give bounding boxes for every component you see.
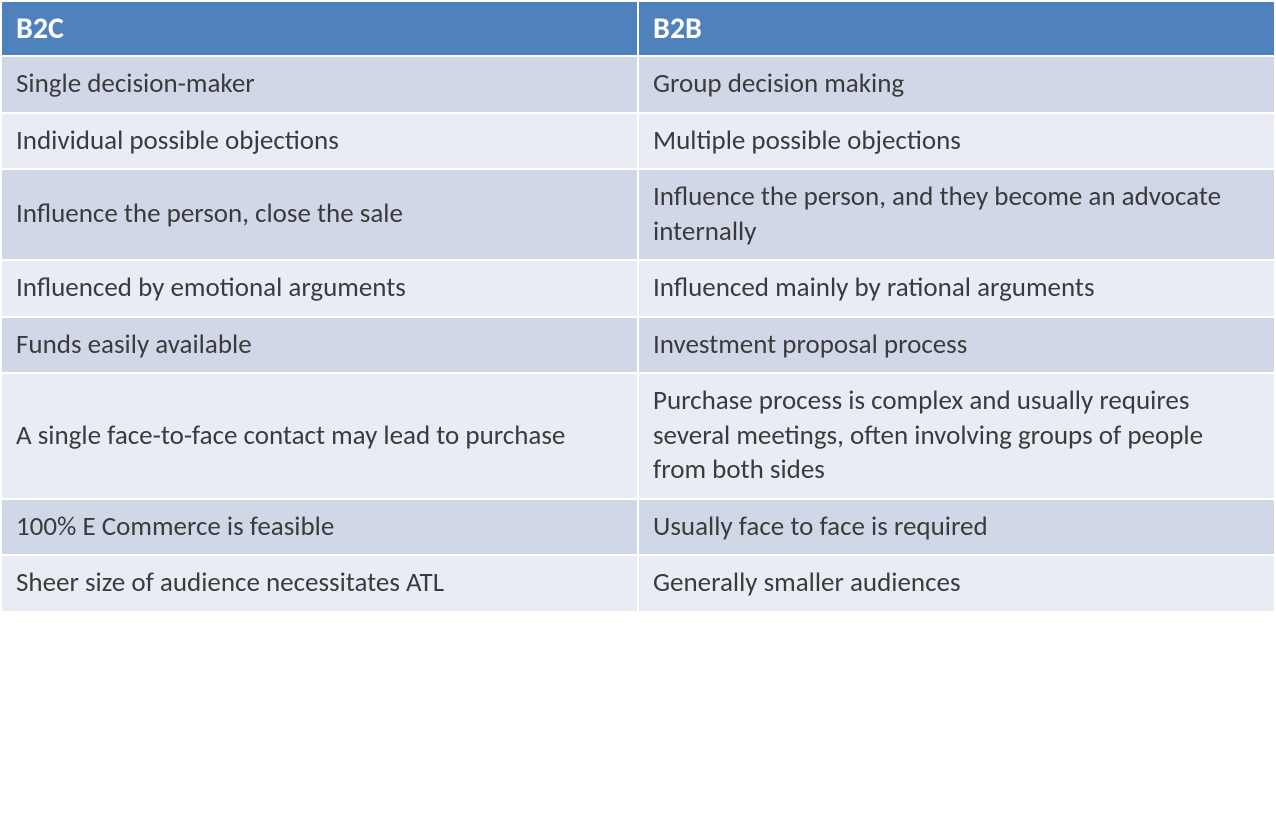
cell-b2c: Influenced by emotional arguments <box>1 260 638 317</box>
table-row: Influenced by emotional argumentsInfluen… <box>1 260 1275 317</box>
table-row: 100% E Commerce is feasibleUsually face … <box>1 499 1275 556</box>
cell-b2b: Purchase process is complex and usually … <box>638 373 1275 499</box>
cell-b2c: Single decision-maker <box>1 56 638 113</box>
comparison-table: B2C B2B Single decision-makerGroup decis… <box>0 0 1276 613</box>
table-row: Sheer size of audience necessitates ATLG… <box>1 555 1275 612</box>
table-row: Funds easily availableInvestment proposa… <box>1 317 1275 374</box>
cell-b2c: 100% E Commerce is feasible <box>1 499 638 556</box>
cell-b2c: Influence the person, close the sale <box>1 169 638 260</box>
table-header-row: B2C B2B <box>1 1 1275 56</box>
column-header-b2b: B2B <box>638 1 1275 56</box>
cell-b2b: Multiple possible objections <box>638 113 1275 170</box>
table-body: Single decision-makerGroup decision maki… <box>1 56 1275 612</box>
cell-b2b: Group decision making <box>638 56 1275 113</box>
table-row: Individual possible objectionsMultiple p… <box>1 113 1275 170</box>
cell-b2b: Influence the person, and they become an… <box>638 169 1275 260</box>
cell-b2c: Funds easily available <box>1 317 638 374</box>
cell-b2c: A single face-to-face contact may lead t… <box>1 373 638 499</box>
cell-b2b: Generally smaller audiences <box>638 555 1275 612</box>
cell-b2c: Individual possible objections <box>1 113 638 170</box>
cell-b2b: Influenced mainly by rational arguments <box>638 260 1275 317</box>
comparison-table-wrap: B2C B2B Single decision-makerGroup decis… <box>0 0 1276 613</box>
table-row: A single face-to-face contact may lead t… <box>1 373 1275 499</box>
table-row: Influence the person, close the saleInfl… <box>1 169 1275 260</box>
cell-b2b: Investment proposal process <box>638 317 1275 374</box>
column-header-b2c: B2C <box>1 1 638 56</box>
cell-b2b: Usually face to face is required <box>638 499 1275 556</box>
table-header: B2C B2B <box>1 1 1275 56</box>
table-row: Single decision-makerGroup decision maki… <box>1 56 1275 113</box>
cell-b2c: Sheer size of audience necessitates ATL <box>1 555 638 612</box>
